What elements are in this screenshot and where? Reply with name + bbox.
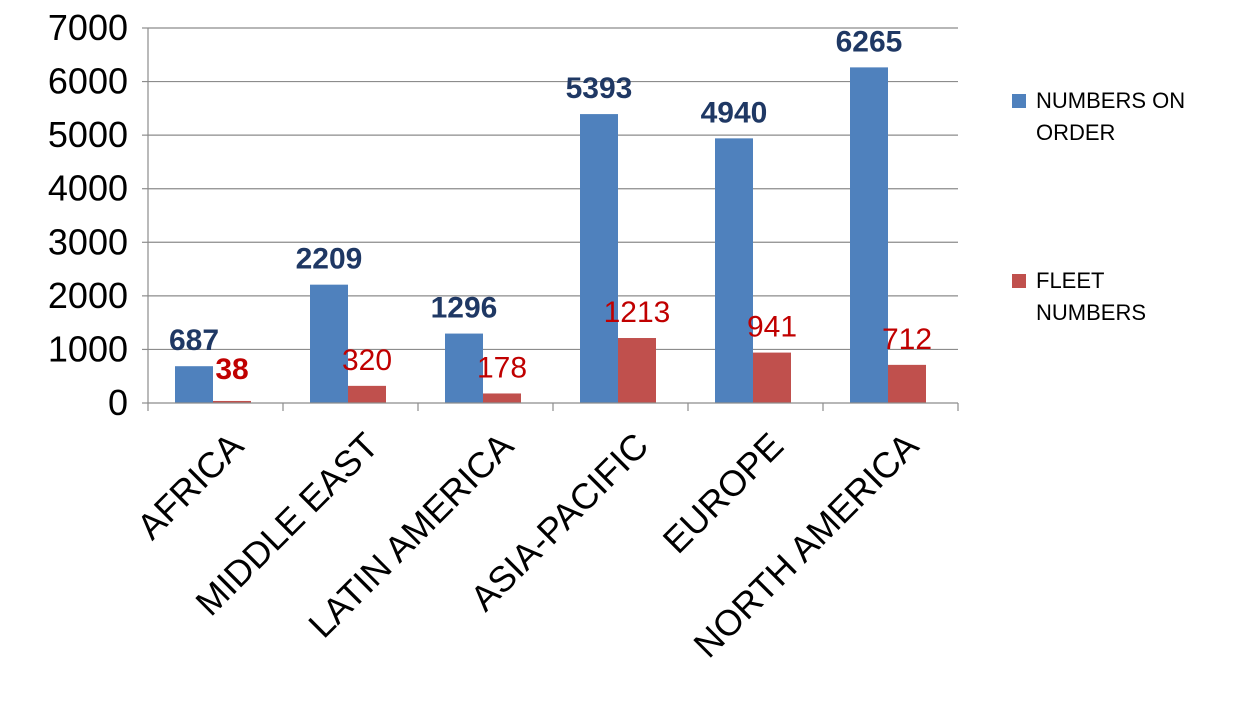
data-label-fleet-numbers: 178 (477, 351, 527, 384)
y-tick-label: 3000 (48, 221, 128, 262)
y-tick-label: 0 (108, 382, 128, 423)
x-category-label: AFRICA (129, 425, 251, 547)
legend-swatch (1012, 274, 1026, 288)
bar-numbers-on-order (175, 366, 213, 403)
data-label-numbers-on-order: 2209 (296, 243, 363, 276)
y-tick-label: 5000 (48, 114, 128, 155)
data-label-fleet-numbers: 941 (747, 311, 797, 344)
x-category-label: EUROPE (655, 425, 792, 562)
data-label-numbers-on-order: 4940 (701, 96, 768, 129)
x-category-label: NORTH AMERICA (685, 425, 926, 666)
y-tick-label: 2000 (48, 275, 128, 316)
gridlines (148, 27, 958, 351)
bars (175, 67, 926, 403)
legend-label: ORDER (1036, 120, 1115, 145)
legend: NUMBERS ON ORDER FLEET NUMBERS (1012, 88, 1185, 325)
legend-label: FLEET (1036, 268, 1104, 293)
data-label-numbers-on-order: 687 (169, 324, 219, 357)
y-tick-label: 4000 (48, 168, 128, 209)
bar-numbers-on-order (580, 114, 618, 403)
y-tick-label: 6000 (48, 61, 128, 102)
data-label-fleet-numbers: 320 (342, 344, 392, 377)
data-label-numbers-on-order: 6265 (836, 25, 903, 58)
legend-label: NUMBERS (1036, 300, 1146, 325)
data-label-fleet-numbers: 38 (215, 353, 248, 386)
data-labels: 687 2209 1296 5393 4940 6265 38 320 178 1213 941 71… (169, 25, 932, 386)
data-label-numbers-on-order: 5393 (566, 72, 633, 105)
bar-fleet-numbers (753, 352, 791, 403)
bar-fleet-numbers (348, 385, 386, 403)
legend-swatch (1012, 94, 1026, 108)
data-label-fleet-numbers: 712 (882, 323, 932, 356)
bar-fleet-numbers (618, 338, 656, 403)
legend-label: NUMBERS ON (1036, 88, 1185, 113)
bar-fleet-numbers (213, 400, 251, 403)
bar-numbers-on-order (310, 284, 348, 403)
bar-fleet-numbers (888, 364, 926, 403)
data-label-numbers-on-order: 1296 (431, 292, 498, 325)
bar-numbers-on-order (715, 138, 753, 403)
bar-numbers-on-order (445, 333, 483, 403)
y-tick-label: 1000 (48, 328, 128, 369)
bar-fleet-numbers (483, 393, 521, 403)
data-label-fleet-numbers: 1213 (604, 296, 671, 329)
y-tick-label: 7000 (48, 7, 128, 48)
bar-numbers-on-order (850, 67, 888, 403)
